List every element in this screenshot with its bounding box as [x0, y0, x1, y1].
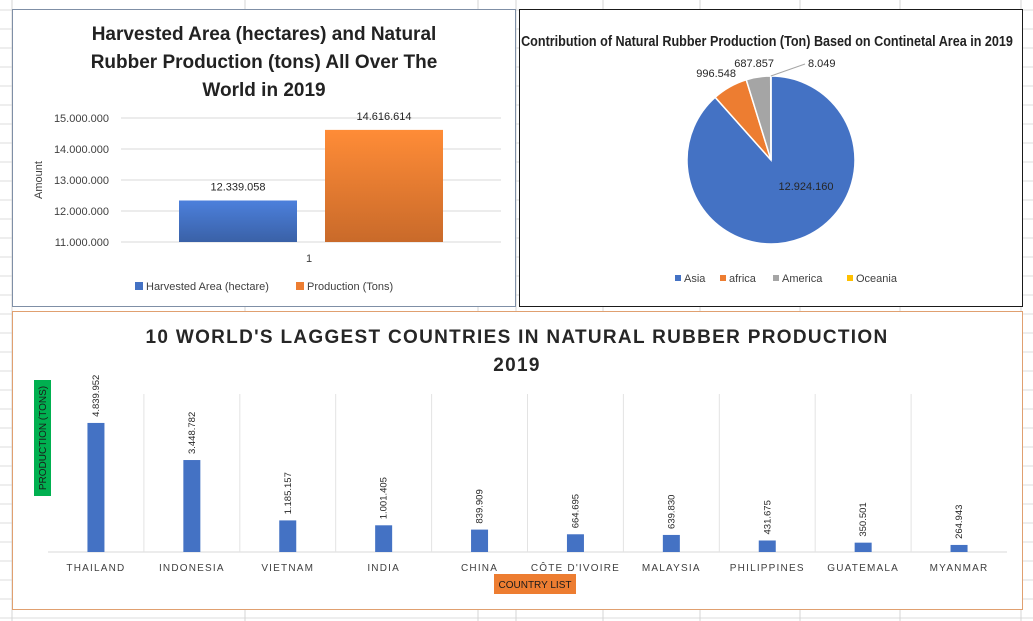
chart-b-legend-label: America — [782, 273, 823, 285]
chart-c-bar-china — [471, 529, 489, 552]
chart-b-slices — [686, 75, 856, 245]
chart-a-bars: 12.339.058 14.616.614 — [179, 111, 443, 242]
chart-b-legend-swatch — [773, 275, 779, 281]
chart-b-data-label: 12.924.160 — [778, 181, 833, 193]
chart-c-x-tick-label: INDIA — [367, 563, 400, 574]
chart-c-data-label: 1.001.405 — [379, 477, 390, 519]
chart-a-legend-swatch — [135, 282, 143, 290]
chart-b-legend-label: Oceania — [856, 273, 898, 285]
chart-c-xlabel: COUNTRY LIST — [499, 580, 572, 591]
chart-c-title-line-1: 10 WORLD'S LAGGEST COUNTRIES IN NATURAL … — [146, 327, 889, 348]
chart-continent-pie[interactable]: Contribution of Natural Rubber Productio… — [519, 9, 1023, 307]
chart-c-bar-myanmar — [950, 544, 968, 552]
chart-b-leader-line — [770, 63, 806, 77]
chart-c-data-label: 664.695 — [570, 494, 581, 528]
chart-c-data-label: 1.185.157 — [283, 472, 294, 514]
chart-c-ylabel-box: PRODUCTION (TONS) — [34, 380, 51, 496]
chart-c-bar-vietnam — [279, 520, 297, 552]
chart-c-data-label: 3.448.782 — [187, 412, 198, 454]
chart-a-title-line-1: Harvested Area (hectares) and Natural — [92, 24, 437, 45]
chart-c-bar-indonesia — [183, 460, 201, 552]
chart-c-x-tick-label: MYANMAR — [930, 563, 989, 574]
chart-c-data-label: 4.839.952 — [91, 375, 102, 417]
chart-c-x-tick-label: CÔTE D'IVOIRE — [531, 561, 620, 574]
chart-a-legend-label: Harvested Area (hectare) — [146, 281, 269, 293]
chart-c-bar-philippines — [758, 540, 776, 552]
chart-a-legend-swatch — [296, 282, 304, 290]
chart-a-data-label: 12.339.058 — [210, 181, 265, 193]
chart-c-bar-c-te-d-ivoire — [566, 534, 584, 552]
chart-b-canvas: Contribution of Natural Rubber Productio… — [521, 32, 1013, 285]
chart-c-bar-thailand — [87, 422, 105, 552]
chart-a-y-tick-label: 13.000.000 — [54, 175, 109, 187]
chart-c-x-tick-label: PHILIPPINES — [730, 563, 805, 574]
chart-b-legend-label: africa — [729, 273, 757, 285]
chart-c-xlabel-box: COUNTRY LIST — [494, 574, 576, 594]
chart-a-y-tick-label: 15.000.000 — [54, 113, 109, 125]
chart-world-area-production[interactable]: Harvested Area (hectares) and Natural Ru… — [12, 9, 516, 307]
chart-a-y-tick-label: 12.000.000 — [54, 206, 109, 218]
chart-c-bar-india — [375, 525, 393, 552]
chart-c-data-label: 839.909 — [475, 489, 486, 523]
chart-c-data-label: 639.830 — [666, 495, 677, 529]
chart-a-legend-label: Production (Tons) — [307, 281, 393, 293]
chart-b-legend-swatch — [847, 275, 853, 281]
chart-a-y-ticks: 11.000.000 12.000.000 13.000.000 14.000.000… — [54, 113, 109, 249]
chart-a-gridlines — [121, 117, 501, 243]
chart-c-bar-malaysia — [662, 534, 680, 552]
chart-c-x-tick-label: GUATEMALA — [827, 563, 899, 574]
chart-c-x-tick-label: MALAYSIA — [642, 563, 701, 574]
chart-b-legend-swatch — [720, 275, 726, 281]
chart-a-bar-production — [325, 129, 443, 242]
chart-b-data-label: 996.548 — [696, 68, 736, 80]
chart-a-title-line-2: Rubber Production (tons) All Over The — [91, 52, 438, 73]
chart-c-data-label: 431.675 — [762, 500, 773, 534]
chart-c-ylabel: PRODUCTION (TONS) — [38, 386, 49, 490]
chart-c-bar-guatemala — [854, 542, 872, 552]
chart-a-ylabel: Amount — [33, 161, 45, 199]
chart-b-legend-label: Asia — [684, 273, 706, 285]
chart-a-legend: Harvested Area (hectare) Production (Tons… — [135, 281, 393, 293]
chart-c-x-tick-label: THAILAND — [66, 563, 125, 574]
chart-c-data-labels: 4.839.952 3.448.782 1.185.157 1.001.405 839.… — [91, 375, 965, 539]
chart-c-data-label: 350.501 — [858, 502, 869, 536]
chart-c-x-tick-label: CHINA — [461, 563, 498, 574]
chart-b-data-label: 8.049 — [808, 58, 836, 70]
chart-c-canvas: 10 WORLD'S LAGGEST COUNTRIES IN NATURAL … — [34, 327, 1007, 594]
chart-b-title: Contribution of Natural Rubber Productio… — [521, 32, 1013, 49]
chart-a-y-tick-label: 14.000.000 — [54, 144, 109, 156]
chart-a-canvas: Harvested Area (hectares) and Natural Ru… — [33, 24, 501, 293]
chart-c-x-tick-label: INDONESIA — [159, 563, 225, 574]
chart-c-x-tick-label: VIETNAM — [261, 563, 314, 574]
chart-b-legend-swatch — [675, 275, 681, 281]
chart-c-bars — [87, 422, 968, 552]
chart-c-gridlines — [48, 394, 1007, 553]
chart-c-data-label: 264.943 — [954, 505, 965, 539]
chart-b-legend: Asia africa America Oceania — [675, 273, 898, 285]
chart-c-title-line-2: 2019 — [493, 355, 540, 376]
chart-a-data-label: 14.616.614 — [356, 111, 411, 123]
chart-a-bar-harvested-area — [179, 200, 297, 242]
chart-a-y-tick-label: 11.000.000 — [55, 237, 109, 249]
chart-c-x-ticks: THAILAND INDONESIA VIETNAM INDIA CHINA CÔTE D… — [66, 561, 989, 574]
chart-a-title-line-3: World in 2019 — [202, 80, 325, 101]
chart-a-x-tick-label: 1 — [306, 253, 312, 265]
chart-top10-countries[interactable]: 10 WORLD'S LAGGEST COUNTRIES IN NATURAL … — [12, 311, 1023, 610]
chart-b-data-label: 687.857 — [734, 58, 774, 70]
